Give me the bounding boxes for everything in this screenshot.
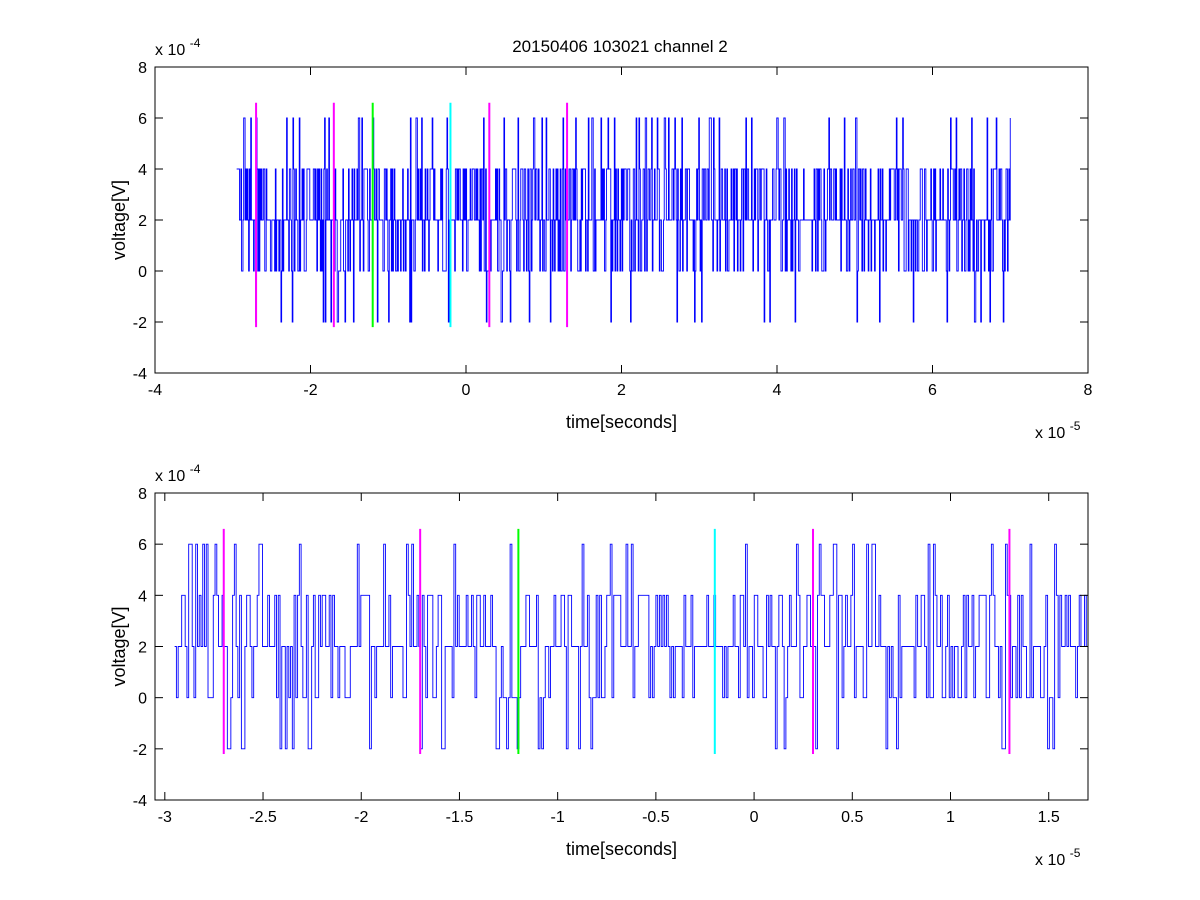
bottom-y-tick-label: -4 [133, 793, 147, 810]
top-x-tick-label: 6 [928, 382, 937, 399]
bottom-y-exponent-power: -4 [190, 462, 201, 476]
bottom-x-tick-label: 1 [946, 809, 955, 826]
bottom-x-tick-label: -3 [158, 809, 172, 826]
top-y-tick-label: -2 [133, 315, 147, 332]
bottom-x-exponent-power: -5 [1070, 846, 1081, 860]
figure-title: 20150406 103021 channel 2 [512, 37, 728, 56]
bottom-axes: -3 -2.5 -2 -1.5 -1 -0.5 0 0.5 1 1.5 -4 -2 0 2 4 6 8 time… [109, 462, 1089, 869]
bottom-y-tick-label: 4 [138, 588, 147, 605]
bottom-x-tick-label: -2.5 [249, 809, 277, 826]
bottom-y-exponent-base: x 10 [155, 468, 185, 485]
top-y-tick-label: 6 [138, 111, 147, 128]
top-x-tick-label: 0 [462, 382, 471, 399]
top-x-tick-label: 8 [1084, 382, 1093, 399]
top-y-axis-label: voltage[V] [109, 180, 129, 260]
top-y-tick-label: 0 [138, 264, 147, 281]
top-signal-line [236, 117, 1011, 323]
top-x-tick-label: -4 [148, 382, 162, 399]
top-y-tick-label: 4 [138, 162, 147, 179]
top-x-tick-label: 4 [773, 382, 782, 399]
bottom-y-tick-label: 6 [138, 537, 147, 554]
bottom-plot-layer [174, 528, 1088, 754]
top-y-tick-label: -4 [133, 366, 147, 383]
top-y-tick-label: 8 [138, 60, 147, 77]
top-y-exponent-power: -4 [190, 36, 201, 50]
bottom-x-tick-label: -1.5 [446, 809, 474, 826]
bottom-x-exponent: x 10 -5 [1035, 846, 1081, 869]
bottom-y-tick-label: 2 [138, 640, 147, 657]
top-y-exponent-base: x 10 [155, 42, 185, 59]
bottom-y-tick-label: -2 [133, 742, 147, 759]
bottom-axes-ticks: -3 -2.5 -2 -1.5 -1 -0.5 0 0.5 1 1.5 -4 -2 0 2 4 6 8 [133, 486, 1088, 826]
top-x-tick-label: 2 [617, 382, 626, 399]
top-x-exponent: x 10 -5 [1035, 419, 1081, 442]
bottom-y-axis-label: voltage[V] [109, 606, 129, 686]
bottom-y-tick-label: 8 [138, 486, 147, 503]
top-x-tick-label: -2 [303, 382, 317, 399]
top-x-axis-label: time[seconds] [566, 412, 677, 432]
bottom-x-tick-label: -2 [354, 809, 368, 826]
bottom-x-tick-label: 0.5 [841, 809, 863, 826]
top-plot-layer [236, 102, 1011, 328]
top-axes-ticks: -4 -2 0 2 4 6 8 -4 -2 0 2 4 6 8 [133, 60, 1093, 399]
top-axes: -4 -2 0 2 4 6 8 -4 -2 0 2 4 6 8 time[seconds] voltage… [109, 36, 1093, 442]
bottom-y-exponent: x 10 -4 [155, 462, 201, 485]
top-y-exponent: x 10 -4 [155, 36, 201, 59]
bottom-x-exponent-base: x 10 [1035, 852, 1065, 869]
bottom-x-tick-label: 1.5 [1038, 809, 1060, 826]
bottom-x-axis-label: time[seconds] [566, 839, 677, 859]
bottom-x-tick-label: -1 [551, 809, 565, 826]
bottom-x-tick-label: -0.5 [642, 809, 670, 826]
top-x-exponent-power: -5 [1070, 419, 1081, 433]
bottom-y-tick-label: 0 [138, 691, 147, 708]
top-y-tick-label: 2 [138, 213, 147, 230]
bottom-x-tick-label: 0 [750, 809, 759, 826]
bottom-signal-line [174, 543, 1088, 750]
top-x-exponent-base: x 10 [1035, 425, 1065, 442]
